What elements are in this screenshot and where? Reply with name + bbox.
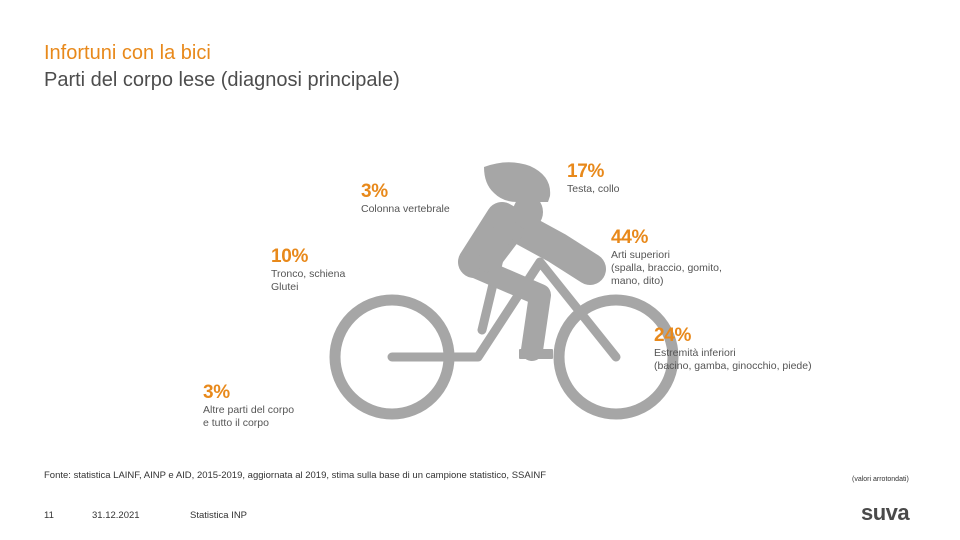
page-title: Infortuni con la bici xyxy=(44,42,211,64)
pct-testa: 17% xyxy=(567,161,605,182)
pct-tronco: 10% xyxy=(271,246,309,267)
desc-tronco: Tronco, schiena Glutei xyxy=(271,268,346,293)
pct-colonna: 3% xyxy=(361,181,388,202)
footer-label: Statistica INP xyxy=(190,510,248,521)
label-colonna: 3% Colonna vertebrale xyxy=(361,181,450,216)
helmet-icon xyxy=(484,162,551,229)
desc-arti-superiori: Arti superiori (spalla, braccio, gomito,… xyxy=(611,249,722,287)
label-altre: 3% Altre parti del corpo e tutto il corp… xyxy=(203,382,294,430)
pct-altre: 3% xyxy=(203,382,230,403)
pct-estremita-inferiori: 24% xyxy=(654,325,692,346)
label-testa: 17% Testa, collo xyxy=(567,161,620,196)
page-subtitle: Parti del corpo lese (diagnosi principal… xyxy=(44,69,400,91)
rider-body xyxy=(458,202,606,361)
label-tronco: 10% Tronco, schiena Glutei xyxy=(271,246,345,294)
source-note: Fonte: statistica LAINF, AINP e AID, 201… xyxy=(44,470,547,481)
label-arti-superiori: 44% Arti superiori (spalla, braccio, gom… xyxy=(611,227,722,288)
label-estremita-inferiori: 24% Estremità inferiori (bacino, gamba, … xyxy=(654,325,812,373)
desc-altre: Altre parti del corpo e tutto il corpo xyxy=(203,404,295,429)
desc-colonna: Colonna vertebrale xyxy=(361,203,450,215)
rounded-values-note: (valori arrotondati) xyxy=(852,476,909,483)
pct-arti-superiori: 44% xyxy=(611,227,649,248)
suva-logo: suva xyxy=(861,500,910,525)
desc-testa: Testa, collo xyxy=(567,183,620,195)
desc-estremita-inferiori: Estremità inferiori (bacino, gamba, gino… xyxy=(654,347,812,372)
front-wheel xyxy=(553,294,679,420)
page-number: 11 xyxy=(44,510,54,521)
footer-date: 31.12.2021 xyxy=(92,510,140,521)
